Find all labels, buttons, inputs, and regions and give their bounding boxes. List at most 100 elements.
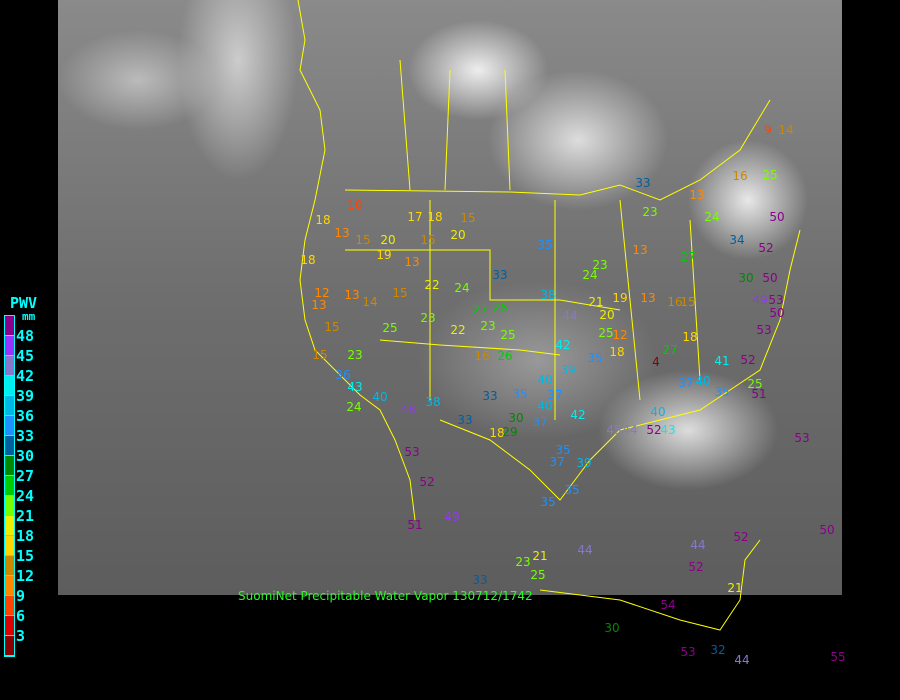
map-caption: SuomiNet Precipitable Water Vapor 130712… xyxy=(238,589,533,603)
station-pwv-value: 4 xyxy=(652,355,660,369)
station-pwv-value: 52 xyxy=(419,475,435,489)
station-pwv-value: 34 xyxy=(729,233,745,247)
station-pwv-value: 42 xyxy=(555,338,571,352)
station-pwv-value: 15 xyxy=(355,233,371,247)
legend-tick: 18 xyxy=(16,527,35,545)
legend-tick: 9 xyxy=(16,587,26,605)
station-pwv-value: 45 xyxy=(606,423,622,437)
legend-swatch xyxy=(5,476,14,496)
station-pwv-value: 32 xyxy=(710,643,726,657)
station-pwv-value: 25 xyxy=(762,168,778,182)
station-pwv-value: 43 xyxy=(347,380,363,394)
legend-tick: 45 xyxy=(16,347,35,365)
station-pwv-value: 21 xyxy=(532,549,548,563)
station-pwv-value: 52 xyxy=(740,353,756,367)
station-pwv-value: 10 xyxy=(347,198,363,212)
station-pwv-value: 35 xyxy=(714,385,730,399)
legend-swatch xyxy=(5,616,14,636)
legend-swatch xyxy=(5,456,14,476)
station-pwv-value: 23 xyxy=(642,205,658,219)
mexico-coast xyxy=(539,539,761,631)
station-pwv-value: 19 xyxy=(612,291,628,305)
color-scale xyxy=(4,315,15,657)
station-pwv-value: 21 xyxy=(588,295,604,309)
station-pwv-value: 15 xyxy=(460,211,476,225)
station-pwv-value: 25 xyxy=(530,568,546,582)
station-pwv-value: 24 xyxy=(346,400,362,414)
station-pwv-value: 29 xyxy=(502,425,518,439)
station-pwv-value: 40 xyxy=(537,373,553,387)
station-pwv-value: 24 xyxy=(704,210,720,224)
station-pwv-value: 13 xyxy=(632,243,648,257)
station-pwv-value: 49 xyxy=(444,510,460,524)
station-pwv-value: 33 xyxy=(635,176,651,190)
station-pwv-value: 53 xyxy=(680,645,696,659)
station-pwv-value: 30 xyxy=(738,271,754,285)
legend-tick: 36 xyxy=(16,407,35,425)
station-pwv-value: 53 xyxy=(404,445,420,459)
station-pwv-value: 16 xyxy=(474,349,490,363)
station-pwv-value: 33 xyxy=(482,389,498,403)
station-pwv-value: 33 xyxy=(457,413,473,427)
legend-unit: mm xyxy=(22,310,36,323)
legend-swatch xyxy=(5,396,14,416)
legend-tick: 24 xyxy=(16,487,35,505)
station-pwv-value: 55 xyxy=(830,650,846,664)
satellite-image xyxy=(58,0,842,595)
station-pwv-value: 50 xyxy=(762,271,778,285)
station-pwv-value: 44 xyxy=(690,538,706,552)
station-pwv-value: 37 xyxy=(678,376,694,390)
station-pwv-value: 23 xyxy=(480,319,496,333)
state-border-3 xyxy=(504,69,511,191)
station-pwv-value: 33 xyxy=(492,268,508,282)
west-coastline xyxy=(297,0,416,521)
station-pwv-value: 37 xyxy=(532,415,548,429)
legend-swatch xyxy=(5,596,14,616)
station-pwv-value: 35 xyxy=(555,443,571,457)
station-pwv-value: 22 xyxy=(424,278,440,292)
station-pwv-value: 21 xyxy=(727,581,743,595)
station-pwv-value: 50 xyxy=(819,523,835,537)
legend-tick: 21 xyxy=(16,507,35,525)
station-pwv-value: 18 xyxy=(427,210,443,224)
legend-swatch xyxy=(5,636,14,656)
station-pwv-value: 43 xyxy=(660,423,676,437)
legend-tick: 33 xyxy=(16,427,35,445)
station-pwv-value: 18 xyxy=(315,213,331,227)
station-pwv-value: 48 xyxy=(400,403,416,417)
station-pwv-value: 35 xyxy=(587,351,603,365)
station-pwv-value: 26 xyxy=(497,349,513,363)
station-pwv-value: 16 xyxy=(667,295,683,309)
station-pwv-value: 40 xyxy=(537,399,553,413)
station-pwv-value: 52 xyxy=(688,560,704,574)
us-canada-border xyxy=(344,99,771,201)
legend-tick: 12 xyxy=(16,567,35,585)
station-pwv-value: 18 xyxy=(609,345,625,359)
legend-swatch xyxy=(5,496,14,516)
state-border-9 xyxy=(689,219,701,381)
legend-swatch xyxy=(5,576,14,596)
station-pwv-value: 13 xyxy=(689,188,705,202)
station-pwv-value: 22 xyxy=(450,323,466,337)
station-pwv-value: 27 xyxy=(680,250,696,264)
station-pwv-value: 18 xyxy=(489,426,505,440)
station-pwv-value: 25 xyxy=(747,377,763,391)
station-pwv-value: 25 xyxy=(382,321,398,335)
station-pwv-value: 18 xyxy=(300,253,316,267)
station-pwv-value: 14 xyxy=(362,295,378,309)
station-pwv-value: 18 xyxy=(682,330,698,344)
station-pwv-value: 19 xyxy=(376,248,392,262)
station-pwv-value: 50 xyxy=(769,210,785,224)
station-pwv-value: 50 xyxy=(769,306,785,320)
station-pwv-value: 52 xyxy=(733,530,749,544)
legend-tick: 48 xyxy=(16,327,35,345)
station-pwv-value: 44 xyxy=(577,543,593,557)
station-pwv-value: 25 xyxy=(598,326,614,340)
legend-swatch xyxy=(5,336,14,356)
station-pwv-value: 40 xyxy=(650,405,666,419)
station-pwv-value: 16 xyxy=(732,169,748,183)
station-pwv-value: 27 xyxy=(472,303,488,317)
state-border-4 xyxy=(345,249,621,311)
station-pwv-value: 37 xyxy=(549,455,565,469)
